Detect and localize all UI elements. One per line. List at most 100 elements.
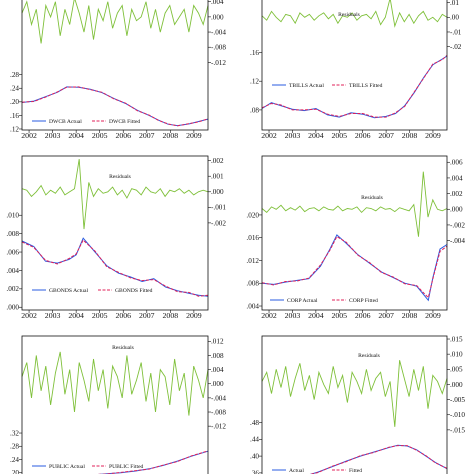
- left-axis-tick-label: .010: [6, 212, 19, 220]
- right-axis-tick-label: .015: [450, 335, 463, 343]
- x-axis-tick-label: 2008: [163, 131, 179, 140]
- left-axis-tick-label: .20: [10, 469, 19, 474]
- right-axis-tick-label: -.004: [450, 237, 465, 245]
- x-axis-tick-label: 2005: [331, 311, 347, 320]
- panel-frame: [261, 0, 448, 131]
- left-axis-tick-label: .12: [250, 78, 259, 86]
- right-axis-tick-label: -.010: [450, 411, 465, 419]
- residual-line: [21, 351, 209, 416]
- fitted-series-line: [21, 239, 209, 297]
- x-axis-tick-label: 2009: [186, 311, 202, 320]
- x-axis-tick-label: 2005: [92, 311, 108, 320]
- residuals-label: Residuals: [361, 195, 383, 201]
- left-axis-tick-label: .36: [250, 469, 259, 474]
- residual-line: [261, 360, 448, 427]
- chart-panel-top-right: .01 .00 -.01 -.02 .16 .12 .08 2002 2003 2004 2005 2…: [250, 0, 462, 140]
- x-axis-tick-label: 2004: [308, 131, 324, 140]
- panel-frame: [261, 335, 448, 474]
- right-axis-tick-label: .005: [450, 366, 463, 374]
- right-axis-tick-label: -.008: [211, 44, 226, 52]
- left-axis-tick-label: .08: [250, 106, 259, 114]
- right-axis-tick-label: -.005: [450, 396, 465, 404]
- x-axis-tick-label: 2005: [92, 131, 108, 140]
- left-axis-tick-label: .24: [10, 456, 19, 464]
- fitted-series-line: [261, 55, 448, 118]
- panel-frame: [261, 155, 448, 311]
- x-axis-tick-label: 2002: [21, 311, 37, 320]
- right-axis-tick-label: .004: [211, 0, 224, 6]
- left-axis-tick-label: .28: [10, 71, 19, 79]
- panel-frame: [21, 0, 209, 131]
- x-axis-tick-label: 2003: [285, 131, 301, 140]
- left-axis-tick-label: .16: [10, 112, 19, 120]
- left-axis-tick-label: .32: [10, 429, 19, 437]
- right-axis-tick-label: .002: [450, 190, 463, 198]
- left-axis-tick-label: .48: [250, 419, 259, 427]
- x-axis-tick-label: 2003: [45, 311, 61, 320]
- x-axis-tick-label: 2009: [425, 311, 441, 320]
- chart-panel-middle-left: .002 .001 .000 -.001 -.002 .010 .008 .006 .004 .0…: [6, 155, 226, 320]
- right-axis-tick-label: .000: [211, 13, 224, 21]
- legend-entry: CORP Fitted: [349, 298, 378, 304]
- residual-line: [261, 0, 448, 28]
- x-axis-tick-label: 2009: [425, 131, 441, 140]
- legend-entry: TBILLS Fitted: [349, 83, 383, 89]
- left-axis-tick-label: .28: [10, 443, 19, 451]
- left-axis-tick-label: .20: [10, 98, 19, 106]
- right-axis-tick-label: .000: [211, 380, 224, 388]
- left-axis-tick-label: .24: [10, 85, 19, 93]
- left-axis-tick-label: .004: [6, 267, 19, 275]
- left-axis-tick-label: .000: [6, 304, 19, 312]
- right-axis-tick-label: .000: [450, 381, 463, 389]
- right-axis-tick-label: -.004: [211, 28, 226, 36]
- right-axis-tick-label: -.001: [211, 204, 226, 212]
- x-axis-tick-label: 2002: [261, 311, 277, 320]
- legend-entry: TBILLS Actual: [289, 83, 324, 89]
- left-axis-tick-label: .020: [246, 211, 259, 219]
- residuals-label: Residuals: [109, 174, 131, 180]
- legend-entry: PUBLIC Actual: [49, 464, 85, 470]
- fitted-series-line: [21, 86, 209, 127]
- left-axis-tick-label: .40: [250, 453, 259, 461]
- x-axis-tick-label: 2007: [378, 131, 394, 140]
- left-axis-tick-label: .008: [6, 230, 19, 238]
- right-axis-tick-label: .01: [450, 0, 459, 7]
- panel-frame: [21, 335, 209, 474]
- legend-entry: GBONDS Actual: [49, 288, 88, 294]
- fitted-series-line: [261, 235, 448, 299]
- residuals-label: Residuals: [112, 345, 134, 351]
- actual-series-line: [261, 234, 448, 302]
- actual-series-line: [98, 450, 209, 474]
- right-axis-tick-label: .004: [211, 366, 224, 374]
- x-axis-tick-label: 2002: [261, 131, 277, 140]
- right-axis-tick-label: .000: [211, 188, 224, 196]
- residual-line: [21, 159, 209, 230]
- right-axis-tick-label: -.012: [211, 423, 226, 431]
- x-axis-tick-label: 2008: [402, 131, 418, 140]
- left-axis-tick-label: .016: [246, 234, 259, 242]
- x-axis-tick-label: 2004: [68, 311, 84, 320]
- x-axis-tick-label: 2004: [308, 311, 324, 320]
- actual-series-line: [261, 55, 448, 119]
- right-axis-tick-label: -.002: [211, 219, 226, 227]
- right-axis-tick-label: -.012: [211, 59, 226, 67]
- chart-panel-bottom-right: .015 .010 .005 .000 -.005 -.010 -.015 .48 .44 .40…: [250, 335, 465, 474]
- chart-panel-bottom-left: .012 .008 .004 .000 -.004 -.008 -.012 .32 .28 .24…: [10, 335, 226, 474]
- fitted-series-line: [96, 450, 209, 474]
- residuals-label: Residuals: [358, 353, 380, 359]
- fitted-series-line: [309, 445, 448, 474]
- x-axis-tick-label: 2006: [355, 131, 371, 140]
- right-axis-tick-label: -.002: [450, 221, 465, 229]
- x-axis-tick-label: 2008: [163, 311, 179, 320]
- right-axis-tick-label: .00: [450, 14, 459, 22]
- x-axis-tick-label: 2003: [285, 311, 301, 320]
- x-axis-tick-label: 2006: [115, 311, 131, 320]
- x-axis-tick-label: 2009: [186, 131, 202, 140]
- right-axis-tick-label: .008: [211, 352, 224, 360]
- left-axis-tick-label: .002: [6, 285, 19, 293]
- right-axis-tick-label: .006: [450, 159, 463, 167]
- legend-entry: CORP Actual: [287, 298, 318, 304]
- legend-entry: DWCB Actual: [49, 119, 82, 125]
- left-axis-tick-label: .44: [250, 436, 259, 444]
- right-axis-tick-label: -.01: [450, 28, 462, 36]
